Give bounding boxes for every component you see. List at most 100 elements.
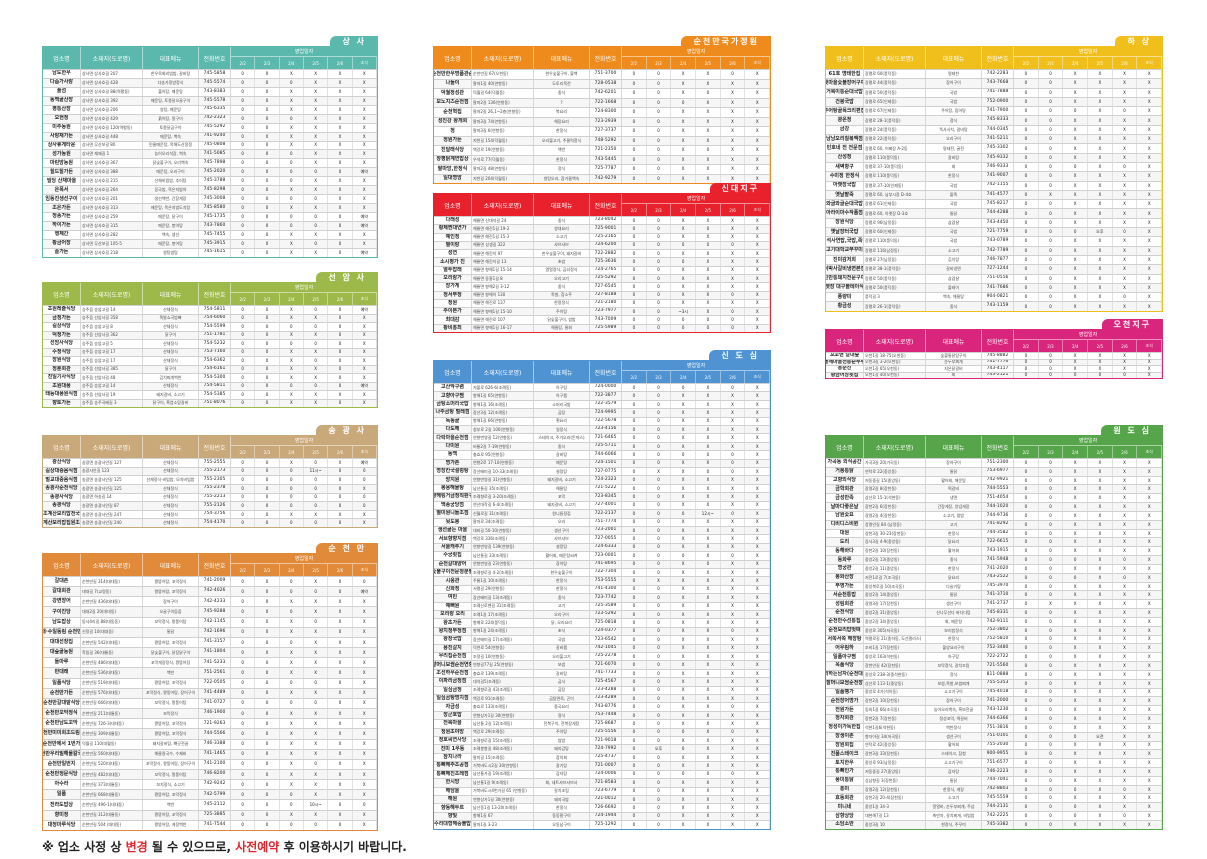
restaurant-menu: 중식 xyxy=(534,594,590,602)
day-status: 0 xyxy=(647,568,672,577)
day-status: X xyxy=(745,146,770,155)
restaurant-menu: 한정정식 xyxy=(534,299,590,308)
restaurant-name: 봉용해물탕 xyxy=(434,484,472,493)
day-status: 0 xyxy=(1039,529,1064,538)
day-status: 0 xyxy=(304,168,329,177)
day-status: X xyxy=(1137,459,1162,467)
restaurant-phone: 725-0818 xyxy=(590,619,622,627)
day-status: X xyxy=(745,174,770,183)
day-status: X xyxy=(1137,609,1162,617)
restaurant-phone: 755-2126 xyxy=(199,502,231,510)
day-status: X xyxy=(671,711,697,720)
header-days-label: 영업일자 xyxy=(622,194,770,204)
table-row: 거봉통닭 연탁로 22(중앙동) 통닭 753-6977 0 0 X X X X xyxy=(826,466,1162,476)
day-status: X xyxy=(745,510,770,518)
day-status: 0 xyxy=(231,248,256,257)
restaurant-name: 전원가든 xyxy=(826,706,864,715)
day-status: X xyxy=(671,89,697,98)
restaurant-name: 홍춘진 xyxy=(826,366,864,372)
day-status: X xyxy=(745,644,770,652)
day-status: 0 xyxy=(721,728,746,737)
table-row: 정호씨연사당 조례향로길 15(조례동) 쌈밥 721-9018 0 0 X X X X xyxy=(434,736,770,745)
day-status: X xyxy=(328,739,353,749)
day-status: X xyxy=(353,177,377,186)
day-status: X xyxy=(671,602,697,610)
restaurant-phone: 755-2305 xyxy=(199,476,231,484)
restaurant-name: 정원초야방 xyxy=(434,728,472,737)
day-status: 0 xyxy=(1014,97,1039,107)
table-row: 소담소반 중앙3길 10 한정식, 주꾸미 745-3382 0 0 X X X X xyxy=(826,819,1162,829)
table-row: 부광해링거금정직판구이조례향로길 3-20(조례동)꼬막723-834500XX… xyxy=(434,492,770,501)
day-status: X xyxy=(671,619,697,627)
restaurant-menu: 토종닭곰구이 xyxy=(143,123,199,132)
day-status: X xyxy=(1088,162,1113,172)
day-status: X xyxy=(304,141,329,150)
table-row: 통뼈해주조공점 거북바도시2길 30(연향동) 갈기탕 721-0007 0 0 X X X X xyxy=(434,761,770,770)
restaurant-name: 서쪽서쪽 해장탕 xyxy=(826,635,864,644)
restaurant-phone: 753-5555 xyxy=(590,577,622,585)
restaurant-phone: 745-3788 xyxy=(199,177,231,186)
day-status: X xyxy=(745,779,770,787)
day-status: X xyxy=(721,568,746,577)
day-status: X xyxy=(1137,750,1162,759)
day-status: 0 xyxy=(647,98,672,107)
restaurant-address: 장명3길 17(장천동) xyxy=(864,600,926,609)
day-status: 0 xyxy=(622,493,647,501)
restaurant-name: 미주농원 xyxy=(43,123,81,132)
day-status: 0 xyxy=(1039,107,1064,116)
restaurant-phone: 742-2323 xyxy=(199,114,231,123)
header-day: 2/6 xyxy=(1113,340,1138,352)
restaurant-name: 삼향상당 xyxy=(826,812,864,820)
open-days: 0 0 0 10시~ 0 0 xyxy=(231,800,377,810)
restaurant-name: 민호네 전 전문점 xyxy=(826,144,864,153)
header-day: 2/6 xyxy=(328,57,353,69)
day-status: 0 xyxy=(304,678,329,688)
day-status: X xyxy=(696,695,721,703)
day-status: X xyxy=(353,637,377,648)
restaurant-menu: 한정식 xyxy=(926,172,982,181)
table-row: 장생이촌 향자아길 34(저곡동) 생선구이 751-0101 0 0 0 오전 X X xyxy=(826,731,1162,741)
restaurant-menu: 보쌈,족발,보쌈찌개 xyxy=(926,679,982,688)
restaurant-address: 대대2길 20(대대동) xyxy=(81,607,143,617)
day-status: X xyxy=(745,619,770,627)
restaurant-phone: 745-3915 xyxy=(199,239,231,248)
header-days: 영업일자 2/2 2/3 2/4 2/5 2/6 조식 xyxy=(1014,436,1162,458)
day-status: 0 xyxy=(647,233,672,241)
day-status: X xyxy=(353,648,377,658)
day-status: 0 xyxy=(647,274,672,283)
day-status: X xyxy=(1063,503,1089,511)
day-status: X xyxy=(721,136,746,145)
day-status: X xyxy=(1113,459,1138,467)
day-status: 0 xyxy=(1039,538,1064,547)
day-status: 0 xyxy=(622,510,647,518)
restaurant-name: 진달래식당 xyxy=(434,146,472,155)
day-status: X xyxy=(696,661,721,669)
table-header: 업소명 소재지(도로명) 대표메뉴 전화번호 영업일자 2/2 2/3 2/4 2/5 2/6 조식 xyxy=(434,194,770,216)
header-day: 2/4 xyxy=(1063,446,1089,458)
table-row: 광산식당 송광면 송광사안길 127 산채정식 755-2555 0 0 X 0 X 예약 xyxy=(43,458,377,467)
open-days: 0 0 0 오전 X X xyxy=(1014,732,1162,741)
restaurant-menu: 꼬막정식, 짱뚱어탕 xyxy=(143,698,199,709)
table-row: 향동해두르 남산동1길 13-20(조례동) 한정식 726-6692 0 0 X X X X xyxy=(434,803,770,812)
restaurant-phone: 754-5811 xyxy=(199,306,231,314)
restaurant-menu: 감자탕 xyxy=(534,770,590,779)
day-status: 0 xyxy=(280,340,304,348)
restaurant-menu: 매운탕, 토종닭오골구이 xyxy=(143,96,199,105)
day-status: X xyxy=(671,233,697,241)
day-status: X xyxy=(671,560,697,568)
restaurant-address: 송광면 송광사안길 125 xyxy=(81,484,143,493)
table-row: 아랫장국밥 장평로 37-10(인제동) 국밥 742-1155 0 0 X X X X xyxy=(826,180,1162,190)
day-status: X xyxy=(353,159,377,168)
header-day: 2/4 xyxy=(280,293,304,305)
day-status: X xyxy=(1113,274,1138,283)
day-status: X xyxy=(304,96,329,105)
day-status: X xyxy=(671,543,697,552)
restaurant-phone: 741-4577 xyxy=(982,190,1014,200)
table-row: 정원 해룡면 해진로 137 한정정식 721-2180 0 0 X X X X xyxy=(434,298,770,308)
